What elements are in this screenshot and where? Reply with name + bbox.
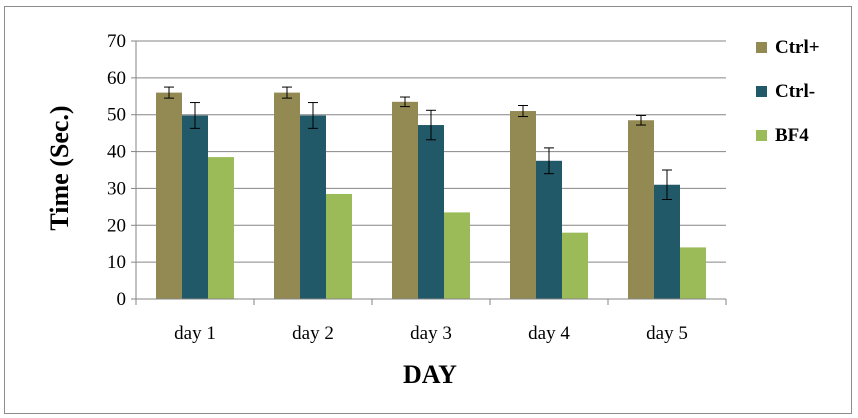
bar-ctrl-3: [418, 125, 444, 299]
error-bar: [662, 169, 672, 200]
bar-bf4-1: [208, 157, 234, 299]
y-tick-label: 30: [107, 178, 126, 199]
legend-label: BF4: [775, 125, 809, 146]
y-tick-label: 50: [107, 105, 126, 126]
y-tick-label: 60: [107, 68, 126, 89]
y-tick-label: 40: [107, 142, 126, 163]
error-bar: [308, 102, 318, 129]
legend-item: Ctrl+: [756, 37, 820, 58]
legend-item: Ctrl-: [756, 81, 815, 102]
error-bar: [282, 86, 292, 99]
y-tick-label: 0: [117, 289, 127, 310]
bar-bf4-2: [326, 193, 352, 299]
legend-swatch: [756, 42, 767, 53]
x-tick-labels: day 1 day 2 day 3 day 4 day 5: [174, 323, 688, 344]
y-tick-labels: 0 10 20 30 40 50 60 70: [107, 31, 126, 310]
bar-bf4-4: [562, 232, 588, 299]
bar-ctrl-1: [156, 92, 182, 299]
legend-swatch: [756, 130, 767, 141]
bar-ctrl-5: [628, 120, 654, 299]
bars: [156, 92, 706, 300]
error-bar: [636, 114, 646, 126]
error-bar: [400, 96, 410, 108]
y-axis-title: Time (Sec.): [45, 105, 74, 230]
bar-ctrl-1: [182, 115, 208, 299]
error-bar: [544, 147, 554, 175]
y-tick-label: 70: [107, 31, 126, 52]
x-tick-label: day 2: [292, 323, 334, 344]
bar-bf4-5: [680, 247, 706, 299]
error-bar: [426, 109, 436, 141]
y-tick-label: 20: [107, 215, 126, 236]
bar-ctrl-4: [536, 160, 562, 299]
error-bar: [164, 86, 174, 99]
x-axis-title: DAY: [403, 360, 457, 389]
legend-swatch: [756, 86, 767, 97]
x-tick-label: day 5: [646, 323, 688, 344]
legend-label: Ctrl-: [775, 81, 815, 102]
y-tick-label: 10: [107, 252, 126, 273]
bar-ctrl-3: [392, 101, 418, 299]
bar-bf4-3: [444, 212, 470, 299]
legend-item: BF4: [756, 125, 809, 146]
bar-ctrl-4: [510, 111, 536, 300]
error-bars: [164, 86, 672, 200]
bar-ctrl-5: [654, 184, 680, 299]
legend: Ctrl+ Ctrl- BF4: [756, 37, 820, 146]
bar-ctrl-2: [300, 115, 326, 299]
error-bar: [190, 102, 200, 129]
x-tick-label: day 4: [528, 323, 570, 344]
error-bar: [518, 105, 528, 118]
legend-label: Ctrl+: [775, 37, 820, 58]
x-tick-label: day 3: [410, 323, 452, 344]
bar-ctrl-2: [274, 92, 300, 299]
x-tick-label: day 1: [174, 323, 216, 344]
axes: [135, 41, 727, 305]
